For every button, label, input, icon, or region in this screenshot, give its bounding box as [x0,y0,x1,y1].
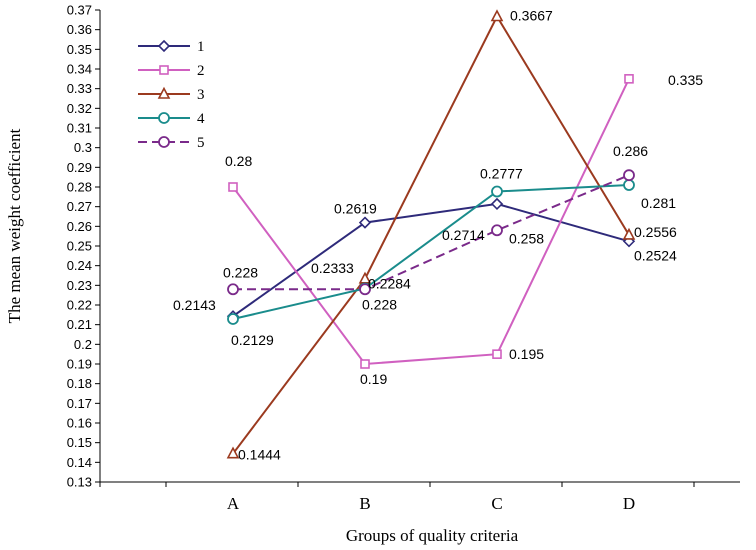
y-tick-label: 0.26 [67,219,92,234]
legend-item-1: 1 [138,39,205,55]
data-point [226,446,240,459]
legend-item-4: 4 [138,111,205,127]
data-label: 0.2619 [334,201,377,217]
data-point [490,9,504,22]
data-point [622,227,636,240]
legend-marker [157,86,171,99]
data-label: 0.286 [613,143,648,159]
data-label: 0.19 [360,371,387,387]
series-line-3 [232,14,630,455]
data-label: 0.2333 [311,260,354,276]
y-tick-label: 0.13 [67,475,92,490]
data-point [492,349,502,359]
axes [99,10,740,483]
y-tick-label: 0.23 [67,278,92,293]
legend-item-2: 2 [138,63,205,79]
y-tick-label: 0.28 [67,180,92,195]
y-tick-label: 0.29 [67,160,92,175]
x-tick-label: C [491,494,502,513]
data-label: 0.2143 [173,297,216,313]
y-tick-label: 0.34 [67,62,92,77]
x-ticks: A B C D [99,482,695,513]
data-label: 0.3667 [510,7,553,23]
data-label: 0.1444 [238,447,281,463]
series-line-1 [232,202,630,318]
data-label: 0.2284 [368,275,411,291]
legend-label: 4 [197,111,205,127]
y-tick-label: 0.17 [67,396,92,411]
data-point [490,197,504,211]
y-tick-label: 0.14 [67,455,92,470]
y-tick-label: 0.31 [67,121,92,136]
y-tick-label: 0.16 [67,416,92,431]
x-tick-label: D [623,494,635,513]
data-label: 0.228 [362,296,397,312]
data-label: 0.2714 [442,227,485,243]
series-2 [228,74,634,369]
y-axis-title: The mean weight coefficient [5,128,24,323]
y-tick-label: 0.35 [67,42,92,57]
data-label: 0.2556 [634,224,677,240]
x-tick-label: B [359,494,370,513]
y-tick-label: 0.27 [67,199,92,214]
y-tick-label: 0.21 [67,317,92,332]
data-label: 0.228 [223,264,258,280]
legend-label: 3 [197,87,205,103]
data-label: 0.335 [668,72,703,88]
data-labels: 0.2143 0.2619 0.2714 0.2524 0.28 0.19 0.195 0.3… [173,7,703,462]
series-3 [226,9,636,459]
series-5 [227,169,635,296]
x-tick-label: A [227,494,240,513]
y-ticks: 0.13 0.14 0.15 0.16 0.17 0.18 0.19 0.2 0.21 0.22 0… [67,3,100,490]
y-tick-label: 0.24 [67,258,92,273]
data-label: 0.2129 [231,332,274,348]
data-label: 0.258 [509,230,544,246]
series-line-2 [232,78,630,366]
data-label: 0.2524 [634,247,677,263]
data-point [491,224,503,237]
series-line-4 [232,184,630,320]
data-point [623,169,635,182]
legend-label: 5 [197,135,205,151]
data-point [359,283,371,296]
legend-marker [158,136,170,148]
y-tick-label: 0.22 [67,298,92,313]
legend-label: 2 [197,63,205,79]
data-label: 0.281 [641,195,676,211]
y-tick-label: 0.18 [67,376,92,391]
data-label: 0.2777 [480,166,523,182]
series-line-5 [233,174,630,291]
y-tick-label: 0.36 [67,22,92,37]
y-tick-label: 0.19 [67,357,92,372]
series-4 [227,179,635,325]
data-point [228,182,238,192]
data-point [227,313,239,325]
y-tick-label: 0.37 [67,3,92,18]
data-label: 0.28 [225,153,252,169]
data-point [360,359,370,369]
data-label: 0.195 [509,346,544,362]
series-layer [226,9,636,459]
x-axis-title: Groups of quality criteria [346,526,519,545]
y-tick-label: 0.15 [67,435,92,450]
y-tick-label: 0.2 [74,337,92,352]
legend-label: 1 [197,39,205,55]
legend-marker [157,39,171,53]
data-point [358,216,372,229]
y-tick-label: 0.3 [74,140,92,155]
legend-item-3: 3 [138,86,205,103]
legend-item-5: 5 [138,135,205,151]
y-tick-label: 0.25 [67,239,92,254]
data-point [491,185,503,198]
data-point [624,74,634,84]
data-point [227,283,239,296]
y-tick-label: 0.32 [67,101,92,116]
data-point [623,179,635,191]
legend: 1 2 3 4 5 [138,39,205,151]
legend-marker [158,112,170,124]
y-tick-label: 0.33 [67,81,92,96]
legend-marker [159,65,169,75]
